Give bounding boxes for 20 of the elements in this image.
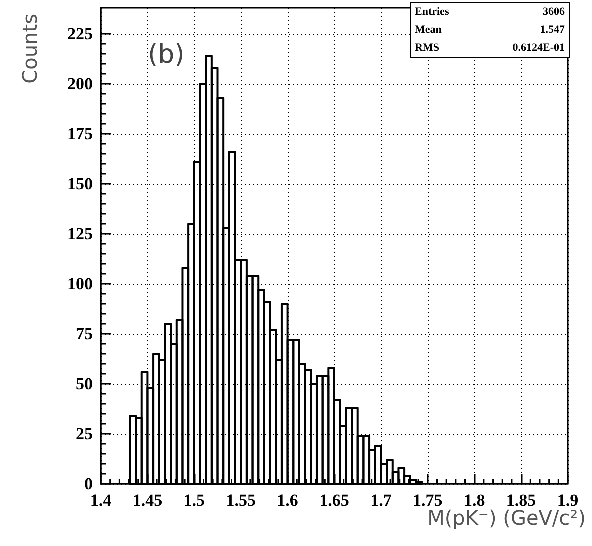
y-tick-label: 25 (76, 424, 93, 444)
y-tick-label: 75 (76, 324, 93, 344)
y-tick-label: 50 (76, 374, 93, 394)
y-tick-label: 125 (68, 224, 93, 244)
y-tick-label: 0 (84, 474, 93, 494)
stats-box: Entries 3606 Mean 1.547 RMS 0.6124E-01 (410, 2, 570, 58)
x-tick-label: 1.55 (226, 491, 256, 510)
x-tick-label: 1.7 (370, 491, 392, 510)
y-axis-title: Counts (18, 14, 42, 84)
annotation: (b) (148, 40, 185, 70)
x-tick-label: 1.6 (277, 491, 298, 510)
x-tick-label: 1.65 (320, 491, 350, 510)
y-tick-label: 225 (68, 24, 93, 44)
y-tick-label: 175 (68, 124, 93, 144)
y-tick-label: 100 (68, 274, 93, 294)
x-tick-label: 1.5 (184, 491, 206, 510)
y-tick-label: 150 (68, 174, 93, 194)
y-tick-label: 200 (68, 74, 93, 94)
x-tick-label: 1.45 (132, 491, 163, 510)
x-tick-label: 1.4 (90, 491, 112, 510)
